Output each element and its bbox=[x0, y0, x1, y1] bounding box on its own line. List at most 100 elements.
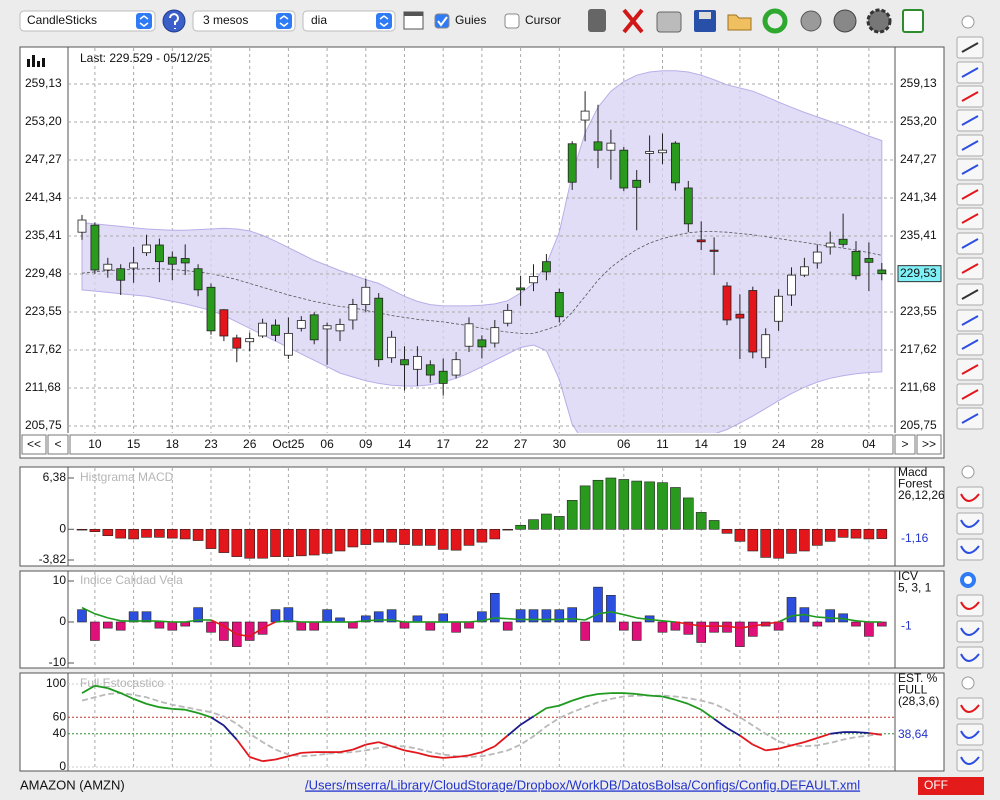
bar bbox=[566, 500, 578, 530]
select-chevron bbox=[279, 15, 289, 27]
plot-clip bbox=[81, 70, 883, 433]
bar bbox=[206, 621, 216, 633]
bar bbox=[502, 528, 514, 531]
y-tick-label: 40 bbox=[53, 726, 67, 740]
chart-type-text: CandleSticks bbox=[27, 13, 97, 27]
tool-icon bbox=[961, 115, 979, 126]
bar bbox=[244, 621, 255, 641]
candle-body bbox=[451, 359, 461, 376]
bar bbox=[244, 528, 255, 559]
candle-body bbox=[232, 337, 242, 349]
bar bbox=[102, 528, 114, 537]
candle-body bbox=[77, 219, 87, 233]
period-select[interactable] bbox=[192, 10, 296, 32]
series-line bbox=[700, 708, 715, 720]
delete-icon[interactable] bbox=[622, 8, 644, 34]
bar bbox=[463, 528, 475, 546]
panel-info: EST. % bbox=[898, 671, 938, 685]
panel-button[interactable] bbox=[956, 594, 984, 617]
candle-body bbox=[683, 187, 693, 225]
candle-body bbox=[529, 275, 538, 284]
bar bbox=[270, 528, 281, 557]
bar bbox=[348, 621, 358, 629]
nav-next[interactable] bbox=[894, 434, 916, 455]
bar bbox=[541, 513, 552, 530]
candle-body bbox=[593, 141, 603, 151]
guides-checkbox[interactable] bbox=[434, 13, 450, 29]
print-icon[interactable] bbox=[656, 11, 682, 33]
radio[interactable] bbox=[961, 15, 975, 29]
bar bbox=[295, 528, 307, 557]
signal-line bbox=[610, 611, 624, 616]
tool-icon bbox=[961, 413, 979, 424]
bar bbox=[773, 528, 784, 559]
bar bbox=[360, 615, 371, 623]
candle-body bbox=[361, 286, 371, 305]
last-price-info: Last: 229.529 - 05/12/25 bbox=[80, 51, 210, 65]
panel-radio[interactable] bbox=[961, 465, 975, 479]
chart-logo bbox=[27, 55, 45, 67]
panel-radio[interactable] bbox=[961, 676, 975, 690]
bar bbox=[321, 528, 333, 554]
bar bbox=[373, 611, 384, 623]
panel-radio[interactable] bbox=[960, 572, 976, 588]
signal-line bbox=[662, 620, 676, 623]
cursor-checkbox[interactable] bbox=[504, 13, 520, 29]
y-tick-label: 259,13 bbox=[25, 76, 62, 90]
bar bbox=[541, 609, 552, 623]
y-tick-label: 253,20 bbox=[25, 114, 62, 128]
panel-button[interactable] bbox=[956, 749, 984, 772]
panel-button[interactable] bbox=[956, 538, 984, 561]
series-line bbox=[172, 708, 186, 711]
y-tick-label-right: 217,62 bbox=[900, 342, 937, 356]
trash-icon[interactable] bbox=[588, 9, 606, 32]
series-line bbox=[365, 741, 379, 746]
y-tick-label: 0 bbox=[59, 759, 66, 773]
series-line bbox=[507, 724, 522, 737]
panel-button[interactable] bbox=[956, 646, 984, 669]
candle-body bbox=[722, 285, 732, 321]
panel-button[interactable] bbox=[956, 486, 984, 509]
bar bbox=[515, 524, 526, 530]
x-tick-label: 06 bbox=[617, 437, 631, 451]
series-line bbox=[804, 737, 818, 743]
bar bbox=[695, 512, 707, 530]
panel-button[interactable] bbox=[956, 512, 984, 535]
series-line bbox=[133, 698, 147, 705]
nav-next-text: > bbox=[901, 437, 908, 451]
help-button[interactable] bbox=[162, 9, 186, 33]
panel-button[interactable] bbox=[956, 697, 984, 720]
bar bbox=[554, 609, 565, 623]
select-chevron bbox=[379, 15, 389, 27]
nav-last[interactable] bbox=[916, 434, 942, 455]
candle-body bbox=[129, 262, 139, 269]
bar bbox=[528, 609, 539, 623]
settings-icon[interactable] bbox=[866, 8, 892, 34]
bar bbox=[606, 595, 616, 623]
config-path[interactable]: /Users/mserra/Library/CloudStorage/Dropb… bbox=[305, 777, 860, 792]
nav-prev[interactable] bbox=[47, 434, 69, 455]
panel-button[interactable] bbox=[956, 620, 984, 643]
y-tick-label-right: 223,55 bbox=[900, 304, 937, 318]
nav-first[interactable] bbox=[21, 434, 47, 455]
candle-body bbox=[851, 251, 861, 277]
open-icon[interactable] bbox=[727, 14, 752, 31]
panel-info: Macd bbox=[898, 465, 927, 479]
calendar-icon[interactable] bbox=[902, 9, 924, 33]
bar bbox=[231, 528, 243, 557]
interval-select[interactable] bbox=[302, 10, 396, 32]
sync-icon[interactable] bbox=[800, 10, 822, 32]
candle-body bbox=[387, 336, 397, 359]
nav-prev-text: < bbox=[54, 437, 61, 451]
bar bbox=[760, 528, 772, 558]
y-tick-label: -3,82 bbox=[39, 552, 67, 566]
candle-body bbox=[400, 359, 409, 366]
refresh-icon[interactable] bbox=[762, 8, 788, 34]
y-tick-label: 217,62 bbox=[25, 342, 62, 356]
candle-body bbox=[812, 251, 822, 264]
chart-type-select[interactable] bbox=[19, 10, 156, 32]
panel-button[interactable] bbox=[956, 723, 984, 746]
euro-icon[interactable] bbox=[833, 9, 857, 33]
x-tick-label: 06 bbox=[320, 437, 334, 451]
cursor-label: Cursor bbox=[525, 13, 561, 27]
